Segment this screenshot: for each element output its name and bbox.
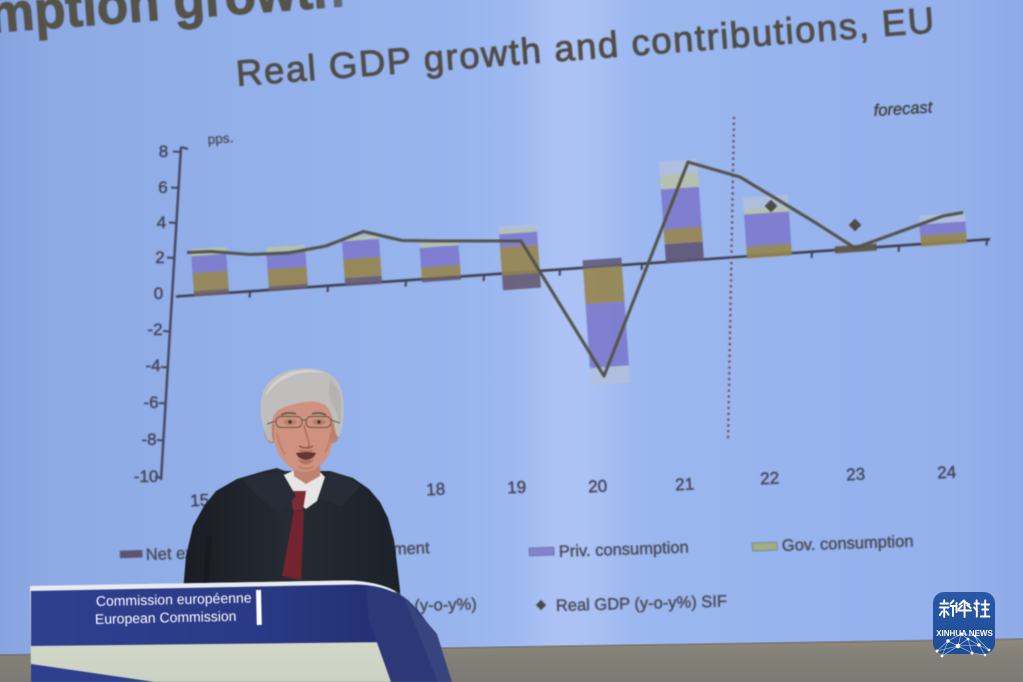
svg-text:European Commission: European Commission — [95, 608, 237, 627]
svg-text:-4: -4 — [145, 356, 160, 375]
svg-text:-8: -8 — [141, 430, 156, 449]
svg-text:6: 6 — [158, 178, 167, 197]
svg-text:forecast: forecast — [873, 98, 934, 120]
svg-text:Commission européenne: Commission européenne — [96, 589, 252, 609]
svg-text:-6: -6 — [143, 393, 158, 412]
svg-text:21: 21 — [675, 475, 695, 495]
svg-text:-2: -2 — [147, 320, 162, 339]
svg-text:0: 0 — [154, 284, 163, 303]
svg-text:2: 2 — [155, 248, 164, 267]
svg-text:20: 20 — [588, 477, 608, 497]
svg-text:22: 22 — [760, 469, 780, 489]
svg-text:4: 4 — [157, 213, 166, 232]
svg-text:Real GDP (y-o-y%) SIF: Real GDP (y-o-y%) SIF — [556, 593, 728, 615]
svg-text:18: 18 — [426, 480, 446, 500]
svg-text:Gov. consumption: Gov. consumption — [782, 532, 914, 555]
svg-text:Priv. consumption: Priv. consumption — [559, 538, 689, 561]
svg-text:pps.: pps. — [207, 130, 234, 147]
svg-text:XINHUA NEWS: XINHUA NEWS — [936, 629, 993, 638]
svg-text:-10: -10 — [134, 467, 159, 486]
svg-text:8: 8 — [159, 142, 168, 161]
svg-text:19: 19 — [507, 478, 527, 498]
svg-text:23: 23 — [846, 465, 866, 485]
svg-text:24: 24 — [937, 463, 957, 483]
